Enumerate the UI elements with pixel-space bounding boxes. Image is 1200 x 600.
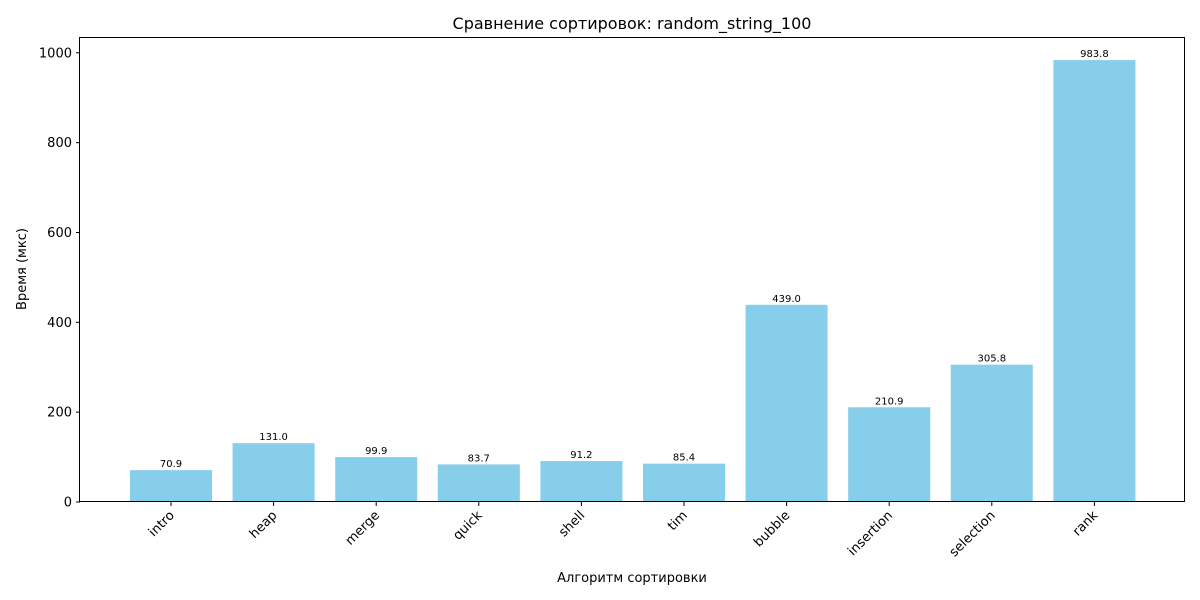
bar-shell (540, 461, 623, 502)
bar-selection (950, 364, 1033, 502)
x-axis-label: Алгоритм сортировки (557, 571, 707, 586)
x-tick-label-shell: shell (556, 508, 588, 540)
value-label-rank: 983.8 (1080, 49, 1109, 60)
value-label-shell: 91.2 (570, 450, 592, 461)
bar-quick (437, 464, 520, 502)
bar-intro (130, 470, 212, 502)
x-tick-label-heap: heap (247, 508, 281, 542)
value-label-merge: 99.9 (365, 446, 387, 457)
plot-frame (79, 37, 1185, 502)
value-label-intro: 70.9 (160, 459, 182, 470)
bars-layer (130, 60, 1136, 502)
x-tick-label-rank: rank (1070, 508, 1102, 540)
value-label-insertion: 210.9 (875, 396, 904, 407)
bar-tim (643, 463, 725, 502)
chart-title: Сравнение сортировок: random_string_100 (453, 14, 812, 34)
value-label-quick: 83.7 (468, 453, 490, 464)
x-tick-label-quick: quick (450, 508, 486, 544)
bar-merge (335, 457, 418, 502)
y-axis-label: Время (мкс) (15, 228, 30, 310)
value-label-tim: 85.4 (673, 453, 695, 464)
y-tick-label: 600 (47, 226, 72, 241)
y-tick-label: 200 (47, 406, 72, 421)
x-tick-label-selection: selection (947, 508, 999, 560)
y-tick-label: 0 (64, 496, 72, 511)
y-axis: 0 200 400 600 800 1000 (39, 46, 80, 511)
y-tick-label: 1000 (39, 46, 72, 61)
x-tick-label-bubble: bubble (751, 508, 793, 550)
bar-insertion (848, 407, 931, 502)
y-tick-label: 400 (47, 316, 72, 331)
value-label-bubble: 439.0 (772, 294, 801, 305)
value-labels-layer: 70.9 131.0 99.9 83.7 91.2 85.4 439.0 210.9 305.8… (160, 49, 1109, 470)
x-axis: intro heap merge quick shell tim bubble inserti… (146, 502, 1102, 560)
bar-bubble (745, 304, 828, 502)
x-tick-label-insertion: insertion (845, 508, 896, 559)
x-tick-label-intro: intro (146, 508, 178, 540)
bar-rank (1053, 60, 1136, 502)
value-label-heap: 131.0 (259, 432, 288, 443)
bar-heap (232, 443, 315, 502)
x-tick-label-tim: tim (665, 508, 691, 534)
value-label-selection: 305.8 (977, 354, 1006, 365)
x-tick-label-merge: merge (343, 508, 383, 548)
y-tick-label: 800 (47, 136, 72, 151)
